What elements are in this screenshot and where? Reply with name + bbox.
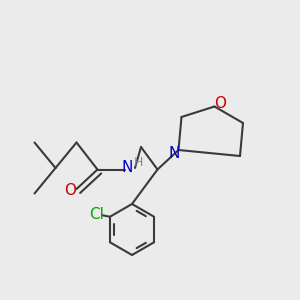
- Text: N: N: [122, 160, 133, 175]
- Text: H: H: [133, 156, 143, 170]
- Text: O: O: [64, 183, 76, 198]
- Text: N: N: [168, 146, 180, 160]
- Text: O: O: [214, 96, 226, 111]
- Text: Cl: Cl: [90, 207, 104, 222]
